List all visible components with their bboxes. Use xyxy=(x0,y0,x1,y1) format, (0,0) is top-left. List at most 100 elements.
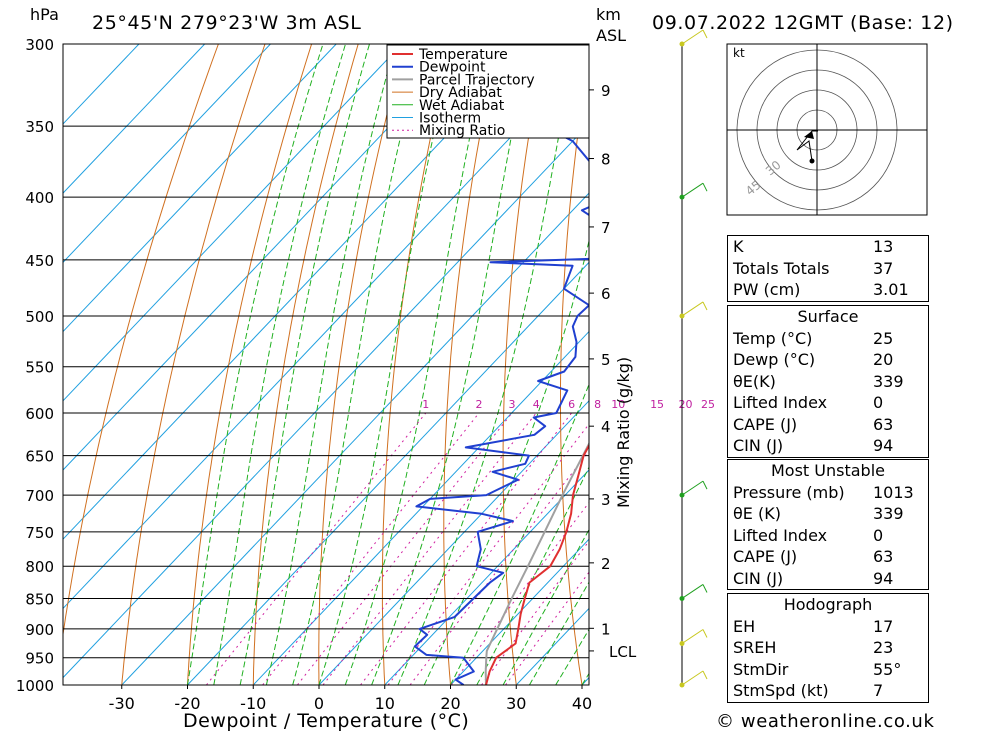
wind-barb-flag xyxy=(702,629,708,638)
pressure-tick-label: 850 xyxy=(25,590,54,608)
hodograph-label: SREH xyxy=(733,638,777,657)
pressure-tick-label: 600 xyxy=(25,405,54,423)
surface-label: θE(K) xyxy=(733,371,776,391)
mixing-ratio-label: 25 xyxy=(701,398,715,411)
pressure-tick-label: 900 xyxy=(25,621,54,639)
temperature-line xyxy=(485,443,589,685)
wet-adiabat-line xyxy=(344,44,491,685)
mixing-ratio-label: 10 xyxy=(611,398,625,411)
surface-row: Dewp (°C) 20 xyxy=(728,349,928,371)
pressure-axis: 300 350 400 450 500 550 600 650 700 750 800 850 900 9… xyxy=(16,36,54,695)
pressure-tick-label: 400 xyxy=(25,189,54,207)
legend-label: Dry Adiabat xyxy=(419,85,502,101)
surface-label: Lifted Index xyxy=(733,393,828,412)
surface-row: Temp (°C) 25 xyxy=(728,328,928,350)
hodograph-value: 23 xyxy=(873,638,894,657)
indices-label: Totals Totals xyxy=(733,258,830,278)
indices-value: 13 xyxy=(873,237,894,256)
isotherm-line xyxy=(63,44,337,333)
copyright-text: © weatheronline.co.uk xyxy=(716,711,934,732)
mixing-ratio-label: 3 xyxy=(508,398,515,411)
indices-label: PW (cm) xyxy=(733,280,801,299)
hodograph-unit-label: kt xyxy=(733,46,745,60)
indices-value: 3.01 xyxy=(873,280,909,299)
x-tick-label: -30 xyxy=(109,694,135,713)
most-unstable-row: Lifted Index 0 xyxy=(728,525,928,547)
hodograph-value: 55° xyxy=(873,659,902,679)
hodograph-row: SREH 23 xyxy=(728,637,928,659)
wind-barb-flag xyxy=(702,670,708,680)
dry-adiabat-line xyxy=(381,44,452,685)
legend-label: Dewpoint xyxy=(419,60,486,76)
mixing-ratio-line xyxy=(360,412,572,685)
isotherm-line xyxy=(63,54,589,610)
dewpoint-line xyxy=(413,48,589,685)
surface-value: 63 xyxy=(873,414,894,434)
wind-barb-shaft xyxy=(681,480,704,496)
surface-row: CAPE (J) 63 xyxy=(728,414,928,436)
pressure-tick-label: 1000 xyxy=(16,677,54,695)
pressure-tick-label: 300 xyxy=(25,36,54,54)
pressure-tick-label: 750 xyxy=(25,524,54,542)
isotherm-line xyxy=(318,400,589,685)
most-unstable-value: 0 xyxy=(873,525,884,545)
wet-adiabat-line xyxy=(239,44,370,685)
mixing-ratio-line xyxy=(322,412,537,685)
isotherm-line xyxy=(63,44,206,194)
pressure-tick-label: 550 xyxy=(25,359,54,377)
wet-adiabat-line xyxy=(397,44,577,685)
x-tick-label: -10 xyxy=(240,694,266,713)
most-unstable-label: Lifted Index xyxy=(733,525,828,545)
wet-adiabat-line xyxy=(423,238,589,685)
surface-label: Temp (°C) xyxy=(733,328,813,348)
mixing-ratio-labels: 1 2 3 4 6 8 10 15 20 25 xyxy=(422,398,715,411)
wind-barb-flag xyxy=(702,584,708,593)
isotherm-line xyxy=(63,44,469,471)
height-axis: 9 8 7 6 5 4 3 2 1 LCL xyxy=(589,82,637,661)
wind-barb-flag xyxy=(702,182,708,192)
legend-label: Isotherm xyxy=(419,111,481,127)
surface-row: θE(K) 339 xyxy=(728,371,928,393)
surface-title: Surface xyxy=(797,307,859,326)
height-tick-label: 1 xyxy=(601,620,611,638)
legend-label: Temperature xyxy=(418,47,508,63)
surface-table: Surface Temp (°C) 25 Dewp (°C) 20 θE(K) 339 Li… xyxy=(727,305,929,458)
dry-adiabat-line xyxy=(252,44,359,685)
hodograph-storm-marker xyxy=(804,131,814,139)
x-tick-label: -20 xyxy=(174,694,200,713)
wet-adiabat-line xyxy=(502,528,589,685)
indices-row: PW (cm) 3.01 xyxy=(728,279,928,301)
wind-barb-column xyxy=(679,29,708,688)
wind-barb-flag xyxy=(702,480,708,490)
indices-row: Totals Totals 37 xyxy=(728,258,928,280)
hodograph-row: StmSpd (kt) 7 xyxy=(728,680,928,702)
surface-row: Lifted Index 0 xyxy=(728,392,928,414)
most-unstable-value: 94 xyxy=(873,568,894,588)
wind-barb-shaft xyxy=(681,29,704,45)
dry-adiabat-line xyxy=(187,44,313,685)
pressure-tick-label: 650 xyxy=(25,448,54,466)
hodograph-table-title: Hodograph xyxy=(783,595,873,614)
x-tick-label: 10 xyxy=(375,694,395,713)
pressure-tick-label: 450 xyxy=(25,252,54,270)
height-tick-label: 3 xyxy=(601,491,611,509)
wind-barb-shaft xyxy=(681,182,704,198)
height-tick-label: 2 xyxy=(601,555,611,573)
surface-value: 0 xyxy=(873,393,884,412)
mixing-ratio-label: 8 xyxy=(594,398,601,411)
wet-adiabat-line xyxy=(213,44,346,685)
hodograph-value: 17 xyxy=(873,616,894,636)
x-axis-label: Dewpoint / Temperature (°C) xyxy=(183,710,469,732)
x-tick-label: 30 xyxy=(506,694,526,713)
height-tick-label: 5 xyxy=(601,351,611,369)
isotherm-line xyxy=(63,44,403,402)
indices-value: 37 xyxy=(873,258,894,278)
most-unstable-value: 1013 xyxy=(873,482,914,502)
height-tick-label: 7 xyxy=(601,219,611,237)
most-unstable-title: Most Unstable xyxy=(771,461,885,480)
surface-row: CIN (J) 94 xyxy=(728,435,928,457)
hodograph-row: EH 17 xyxy=(728,616,928,638)
